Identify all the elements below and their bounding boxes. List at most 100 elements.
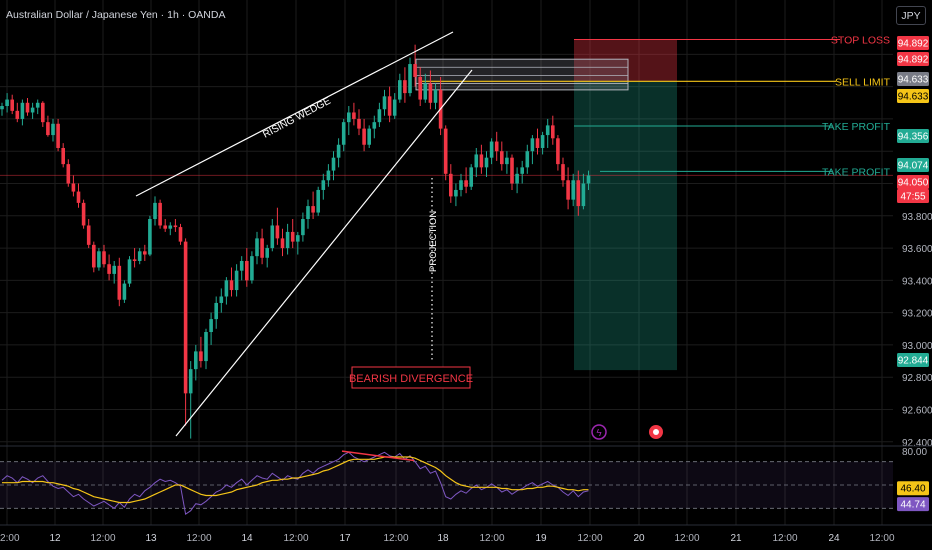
candle-body — [194, 351, 198, 370]
candle-body — [219, 296, 224, 303]
candle-body — [571, 180, 575, 200]
candle-body — [341, 122, 346, 145]
flash-icon-glyph: ϟ — [596, 428, 602, 439]
candle-body — [260, 238, 264, 258]
bearish-divergence-label: BEARISH DIVERGENCE — [349, 373, 473, 385]
candle-body — [214, 302, 218, 320]
candle-body — [551, 125, 555, 139]
candle-body — [117, 265, 122, 300]
rsi-ma-line — [2, 456, 589, 504]
time-tick-label: 12:00 — [869, 533, 894, 544]
price-tag — [897, 72, 929, 86]
price-tag-label: 47:55 — [900, 192, 925, 203]
candle-body — [377, 109, 382, 123]
candle-body — [209, 319, 213, 333]
price-tick-label: 92.800 — [902, 373, 932, 384]
candles — [0, 44, 591, 439]
candle-body — [505, 157, 509, 165]
candle-body — [102, 251, 106, 265]
candle-body — [265, 248, 269, 258]
candle-body — [331, 157, 336, 171]
candle-body — [199, 351, 203, 362]
candle-body — [66, 164, 71, 184]
candle-body — [30, 107, 35, 113]
candle-body — [321, 180, 326, 190]
candle-body — [46, 122, 50, 136]
time-tick-label: 18 — [437, 533, 449, 544]
wedge-lower-line — [175, 69, 473, 437]
price-tag-label: 94.892 — [898, 39, 929, 50]
candle-body — [545, 125, 550, 136]
time-tick-label: 13 — [145, 533, 157, 544]
candle-body — [316, 189, 320, 213]
candle-body — [132, 259, 137, 261]
candle-body — [168, 225, 173, 229]
candle-body — [510, 157, 514, 184]
candle-body — [280, 238, 285, 249]
candle-body — [433, 89, 438, 103]
price-tag — [897, 189, 929, 203]
candle-body — [398, 80, 402, 100]
candle-body — [35, 102, 40, 108]
candle-body — [301, 219, 305, 236]
price-tick-label: 92.600 — [902, 406, 932, 417]
candle-body — [347, 112, 351, 123]
candle-body — [459, 180, 463, 190]
candle-body — [306, 206, 310, 220]
candle-body — [464, 180, 468, 187]
candle-body — [367, 128, 371, 145]
rsi-ma-value: 46.40 — [900, 484, 925, 495]
candle-body — [408, 64, 412, 94]
candle-body — [540, 135, 545, 148]
candle-body — [112, 265, 116, 274]
price-tag — [897, 175, 929, 189]
candle-body — [418, 76, 422, 100]
candle-body — [10, 99, 14, 111]
candle-body — [556, 138, 560, 165]
candle-body — [255, 238, 259, 257]
candle-body — [530, 138, 535, 152]
stop-loss-label: STOP LOSS — [831, 35, 890, 47]
rsi-value: 44.74 — [900, 500, 925, 511]
candle-body — [454, 189, 458, 197]
time-tick-label: 12:00 — [383, 533, 408, 544]
time-tick-label: 12:00 — [186, 533, 211, 544]
take-profit-label: TAKE PROFIT — [822, 121, 891, 133]
currency-button[interactable]: JPY — [896, 6, 926, 25]
candle-body — [86, 225, 91, 245]
time-tick-label: 12:00 — [674, 533, 699, 544]
candle-body — [275, 225, 280, 239]
candle-body — [372, 122, 377, 129]
time-tick-label: 12:00 — [90, 533, 115, 544]
price-tag — [897, 158, 929, 172]
candle-body — [311, 206, 315, 213]
candle-body — [5, 99, 9, 107]
price-tag-label: 94.633 — [898, 92, 929, 103]
price-tag — [897, 52, 929, 66]
candle-body — [489, 141, 494, 158]
candle-body — [224, 280, 229, 297]
price-tick-label: 93.000 — [902, 341, 932, 352]
price-tag — [897, 89, 929, 103]
candle-body — [403, 80, 407, 94]
take-profit-label: TAKE PROFIT — [822, 166, 891, 178]
candle-body — [296, 235, 300, 242]
candle-body — [25, 102, 30, 113]
time-tick-label: 24 — [828, 533, 840, 544]
candle-body — [561, 164, 565, 181]
candle-body — [500, 151, 504, 165]
time-tick-label: 12:00 — [479, 533, 504, 544]
candle-body — [494, 141, 499, 152]
candle-body — [239, 260, 244, 271]
candle-body — [127, 259, 132, 284]
candle-body — [92, 244, 96, 268]
rsi-divergence-line — [341, 450, 415, 462]
candle-body — [183, 241, 188, 394]
candle-body — [413, 64, 417, 77]
price-tag — [897, 129, 929, 143]
candle-body — [20, 102, 25, 119]
flash-icon — [591, 424, 607, 440]
candle-body — [245, 260, 249, 281]
